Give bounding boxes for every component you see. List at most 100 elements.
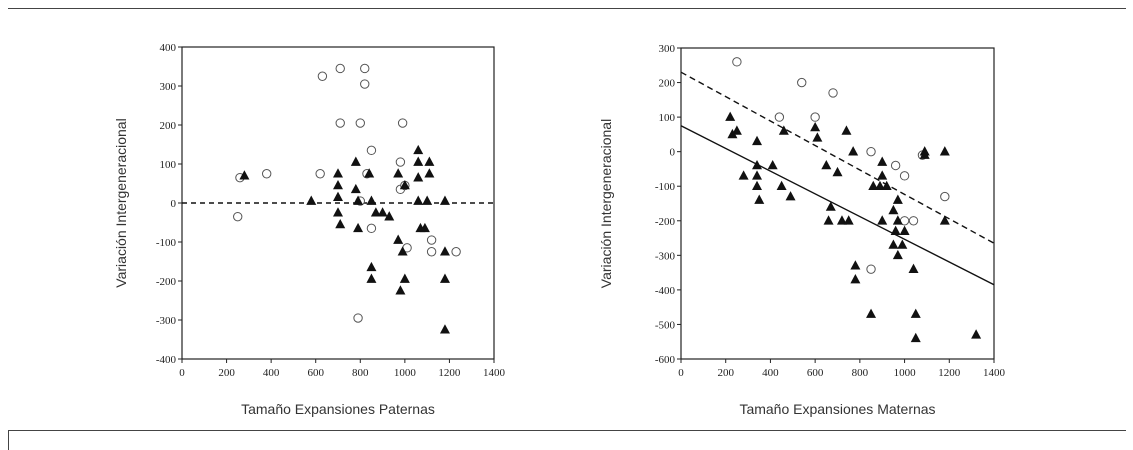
triangle-point — [413, 144, 424, 155]
y-axis-title: Variación Intergeneracional — [598, 119, 614, 288]
open-circle-point — [866, 146, 876, 157]
triangle-point — [413, 172, 424, 182]
triangle-point — [364, 168, 375, 178]
triangle-point — [439, 273, 450, 283]
triangle-point — [419, 222, 430, 233]
x-tick-label: 200 — [218, 367, 235, 379]
x-tick-label: 600 — [307, 367, 324, 379]
triangle-point — [397, 246, 408, 256]
x-tick-label: 800 — [352, 367, 369, 379]
frame-bottom-rule — [8, 430, 1126, 431]
chart-2: 0 200 400 600 800 1000 1200 14003002001000-100-… — [598, 43, 1006, 417]
triangle-point — [752, 135, 763, 146]
triangle-point — [752, 180, 763, 191]
y-tick-label: -300 — [655, 250, 676, 262]
open-circle-point — [426, 235, 437, 245]
triangle-point — [785, 191, 796, 201]
y-tick-label: -100 — [655, 181, 676, 193]
x-tick-label: 1200 — [438, 367, 461, 379]
x-tick-label: 200 — [717, 367, 734, 379]
triangle-point — [424, 168, 435, 178]
triangle-point — [823, 215, 834, 225]
open-circle-point — [233, 211, 243, 222]
triangle-point — [892, 194, 903, 204]
open-circle-point — [828, 88, 838, 98]
open-circle-point — [451, 247, 461, 257]
triangle-point — [350, 156, 361, 166]
triangle-point — [738, 170, 749, 180]
y-tick-label: 100 — [160, 159, 177, 171]
triangle-point — [752, 159, 763, 170]
triangle-point — [353, 222, 364, 233]
triangle-point — [366, 273, 377, 283]
x-tick-label: 1000 — [394, 367, 417, 379]
x-tick-label: 1000 — [894, 367, 917, 379]
open-circle-point — [899, 171, 910, 181]
open-circle-point — [797, 77, 807, 88]
triangle-point — [731, 125, 742, 135]
open-circle-point — [810, 112, 820, 122]
open-circle-point — [261, 169, 272, 179]
triangle-point — [850, 260, 861, 270]
triangle-point — [908, 263, 919, 273]
triangle-point — [866, 308, 877, 318]
y-tick-label: 0 — [670, 147, 676, 159]
x-axis-title: Tamaño Expansiones Maternas — [739, 401, 935, 417]
triangle-point — [439, 324, 450, 334]
triangle-point — [910, 332, 921, 343]
x-tick-label: 1400 — [983, 367, 1006, 379]
triangle-point — [899, 225, 910, 235]
triangle-point — [370, 207, 381, 217]
open-circle-point — [890, 160, 901, 171]
frame-left-rule — [8, 430, 9, 450]
triangle-point — [892, 215, 903, 225]
y-tick-label: 300 — [160, 81, 177, 93]
triangle-point — [825, 201, 836, 211]
y-tick-label: -400 — [655, 285, 676, 297]
triangle-point — [333, 179, 343, 190]
open-circle-point — [395, 157, 406, 167]
triangle-point — [892, 249, 903, 260]
triangle-point — [776, 180, 787, 191]
triangle-point — [754, 194, 765, 204]
triangle-point — [333, 191, 343, 201]
triangle-point — [439, 195, 450, 205]
triangle-point — [881, 180, 892, 191]
triangle-point — [971, 329, 982, 339]
triangle-point — [919, 146, 930, 156]
triangle-point — [366, 195, 377, 205]
open-circle-point — [353, 313, 363, 323]
triangle-point — [841, 125, 852, 135]
open-circle-point — [315, 169, 325, 179]
triangle-point — [848, 146, 859, 156]
x-tick-label: 1200 — [938, 367, 961, 379]
triangle-point — [939, 215, 950, 225]
open-circle-point — [366, 145, 377, 156]
regression-line-dashed — [680, 71, 995, 244]
y-tick-label: 200 — [160, 120, 177, 132]
triangle-point — [725, 111, 736, 121]
triangle-point — [877, 215, 888, 225]
triangle-point — [832, 166, 843, 177]
triangle-point — [843, 215, 854, 225]
open-circle-point — [940, 191, 950, 202]
x-tick-label: 1400 — [483, 367, 506, 379]
triangle-point — [836, 215, 847, 225]
triangle-point — [422, 195, 433, 205]
x-tick-label: 0 — [678, 367, 684, 379]
open-circle-point — [335, 118, 345, 128]
triangle-point — [393, 234, 404, 244]
x-tick-label: 800 — [852, 367, 869, 379]
triangle-point — [439, 246, 450, 256]
plot-frame — [680, 47, 995, 360]
triangle-point — [767, 159, 778, 170]
open-circle-point — [774, 112, 785, 122]
y-tick-label: 100 — [659, 112, 676, 124]
open-circle-point — [397, 118, 408, 128]
triangle-point — [821, 159, 832, 170]
triangle-point — [890, 225, 901, 235]
y-tick-label: 200 — [659, 78, 676, 90]
open-circle-point — [426, 247, 437, 257]
triangle-point — [353, 195, 364, 205]
